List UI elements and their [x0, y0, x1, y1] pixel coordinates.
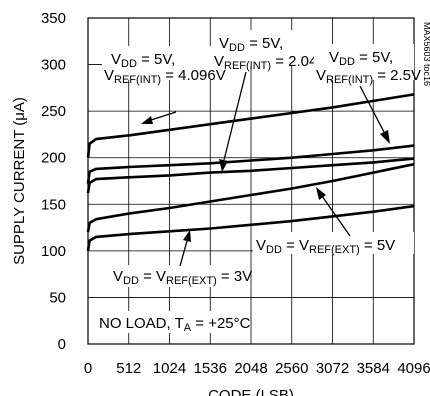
svg-text:NO LOAD, TA = +25°C: NO LOAD, TA = +25°C [99, 315, 251, 334]
x-tick-label: 3072 [316, 360, 349, 377]
x-axis-title: CODE (LSB) [208, 387, 294, 396]
svg-text:VDD = VREF(EXT) = 3V: VDD = VREF(EXT) = 3V [113, 268, 252, 287]
y-axis-title: SUPPLY CURRENT (μA) [11, 97, 28, 265]
y-tick-label: 250 [41, 103, 66, 120]
svg-text:VDD = VREF(EXT) = 5V: VDD = VREF(EXT) = 5V [256, 237, 395, 256]
x-tick-labels: 0 512 1024 1536 2048 2560 3072 3584 4096 [84, 360, 430, 377]
x-tick-label: 512 [116, 360, 141, 377]
annotation-ext-5v: VDD = VREF(EXT) = 5V [253, 187, 414, 256]
series-line-2 [86, 144, 415, 184]
series-line-1 [86, 93, 415, 158]
x-tick-label: 3584 [357, 360, 390, 377]
y-tick-label: 200 [41, 150, 66, 167]
annotation-2048: VDD = 5V, VREF(INT) = 2.048V [212, 30, 336, 172]
y-tick-label: 0 [58, 336, 66, 353]
y-tick-labels: 0 50 100 150 200 250 300 350 [41, 10, 66, 353]
figure-reference-id: MAX5603 toc16 [422, 22, 430, 86]
y-tick-label: 100 [41, 243, 66, 260]
annotation-no-load: NO LOAD, TA = +25°C [96, 311, 251, 334]
y-tick-label: 150 [41, 196, 66, 213]
x-tick-label: 2048 [234, 360, 267, 377]
x-tick-label: 4096 [397, 360, 430, 377]
y-tick-label: 350 [41, 10, 66, 27]
svg-text:VDD = 5V,: VDD = 5V, [329, 49, 393, 68]
series-line-3 [86, 157, 415, 194]
x-tick-label: 0 [84, 360, 92, 377]
y-tick-label: 300 [41, 57, 66, 74]
x-tick-label: 1536 [194, 360, 227, 377]
svg-text:VDD = 5V,: VDD = 5V, [219, 35, 283, 54]
series-line-5 [86, 204, 415, 252]
svg-text:VREF(INT) = 2.5V: VREF(INT) = 2.5V [316, 67, 421, 86]
y-tick-label: 50 [49, 289, 66, 306]
svg-text:VDD = 5V,: VDD = 5V, [111, 51, 175, 70]
svg-text:VREF(INT) = 4.096V: VREF(INT) = 4.096V [104, 67, 226, 86]
annotation-25: VDD = 5V, VREF(INT) = 2.5V [314, 44, 421, 144]
x-tick-label: 1024 [153, 360, 186, 377]
annotation-ext-3v: VDD = VREF(EXT) = 3V [110, 230, 252, 287]
series-line-4 [86, 162, 415, 233]
series-lines [86, 93, 415, 252]
x-tick-label: 2560 [275, 360, 308, 377]
